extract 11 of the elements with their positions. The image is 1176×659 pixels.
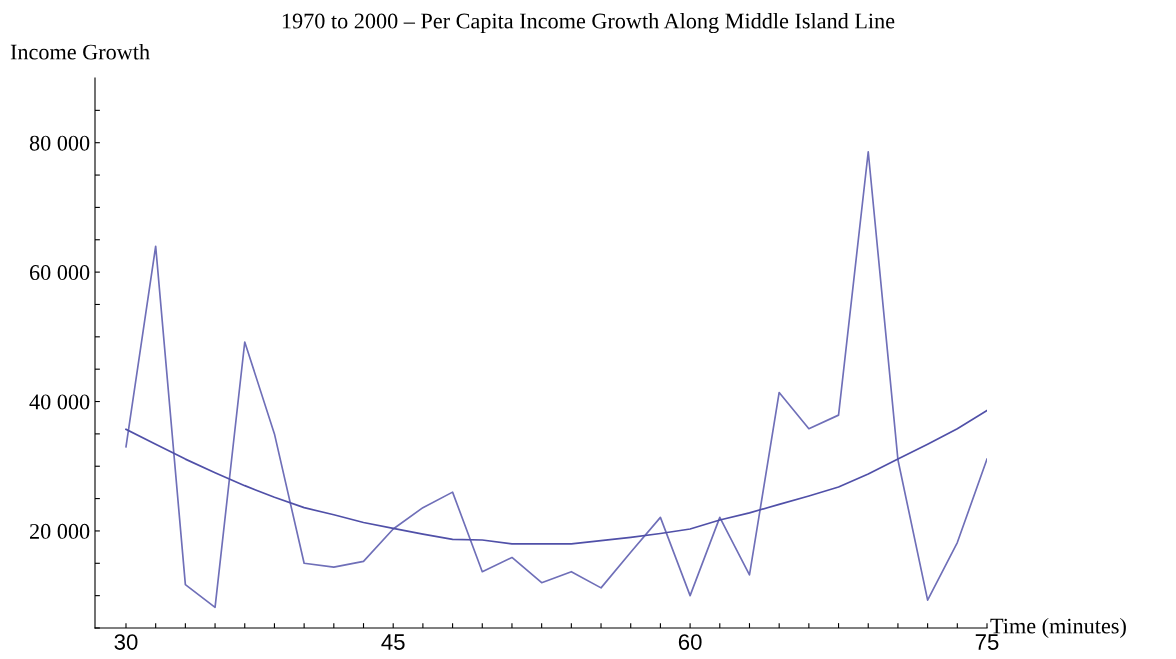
y-tick-label: 40 000 xyxy=(29,394,90,410)
chart-title: 1970 to 2000 – Per Capita Income Growth Along Middle Island Line xyxy=(282,12,895,34)
line-series xyxy=(125,150,987,609)
y-tick-label: 60 000 xyxy=(29,265,90,281)
x-tick-label: 45 xyxy=(381,634,405,650)
x-tick-label: 60 xyxy=(678,634,702,650)
y-tick-label: 20 000 xyxy=(30,523,90,539)
y-axis-title: Income Growth xyxy=(10,43,150,60)
y-tick-label: 80 000 xyxy=(29,135,90,151)
x-tick-label: 30 xyxy=(114,634,138,650)
line-series xyxy=(125,409,987,545)
